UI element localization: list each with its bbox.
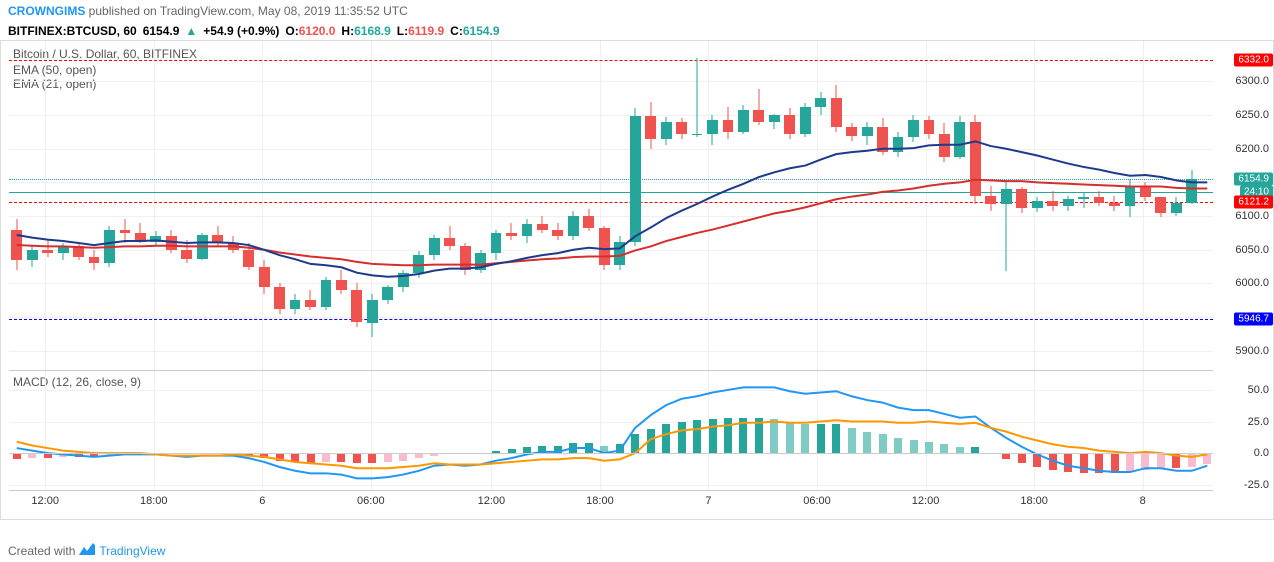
author: CROWNGIMS (8, 4, 85, 18)
arrow-up-icon: ▲ (185, 24, 197, 38)
price-tag: 6154.9 (1234, 173, 1273, 186)
ohlc-c: C:6154.9 (450, 24, 499, 38)
created-with: Created with (8, 544, 75, 558)
tradingview-logo-icon (79, 543, 95, 558)
price-tick: 6250.0 (1235, 109, 1269, 121)
time-tick: 7 (705, 495, 711, 507)
macd-tick: -25.0 (1244, 479, 1269, 491)
publish-header: CROWNGIMS published on TradingView.com, … (0, 0, 1274, 22)
time-tick: 6 (259, 495, 265, 507)
price-tag: 6121.2 (1234, 195, 1273, 208)
time-tick: 06:00 (357, 495, 385, 507)
price-tick: 6300.0 (1235, 75, 1269, 87)
time-axis[interactable]: 12:00 18:00 6 06:00 12:00 18:00 7 06:00 12:00 18:… (9, 491, 1213, 519)
publish-timestamp: May 08, 2019 11:35:52 UTC (258, 4, 408, 18)
price-axis[interactable]: 5900.05950.06000.06050.06100.06150.06200… (1215, 41, 1273, 371)
price-panel[interactable]: Bitcoin / U.S. Dollar, 60, BITFINEX EMA … (9, 41, 1213, 371)
price-tag: 6332.0 (1234, 53, 1273, 66)
macd-tick: 50.0 (1248, 384, 1269, 396)
time-tick: 18:00 (1020, 495, 1048, 507)
ohlc-h: H:6168.9 (341, 24, 390, 38)
time-tick: 12:00 (31, 495, 59, 507)
time-tick: 12:00 (912, 495, 940, 507)
change: +54.9 (+0.9%) (203, 24, 279, 38)
price-tick: 6000.0 (1235, 277, 1269, 289)
chart-container[interactable]: Bitcoin / U.S. Dollar, 60, BITFINEX EMA … (0, 40, 1274, 520)
time-tick: 06:00 (803, 495, 831, 507)
macd-tick: 25.0 (1248, 416, 1269, 428)
price-tag: 5946.7 (1234, 313, 1273, 326)
ohlc-l: L:6119.9 (397, 24, 444, 38)
price-tick: 6200.0 (1235, 143, 1269, 155)
ticker-bar: BITFINEX:BTCUSD, 60 6154.9 ▲ +54.9 (+0.9… (0, 22, 1274, 40)
time-tick: 18:00 (586, 495, 614, 507)
ohlc-o: O:6120.0 (285, 24, 335, 38)
macd-axis[interactable]: -25.0 0.0 25.0 50.0 (1215, 371, 1273, 491)
brand-name: TradingView (99, 544, 165, 558)
last-price: 6154.9 (143, 24, 180, 38)
time-tick: 18:00 (140, 495, 168, 507)
time-tick: 12:00 (478, 495, 506, 507)
time-tick: 8 (1140, 495, 1146, 507)
macd-panel[interactable]: MACD (12, 26, close, 9) (9, 371, 1213, 491)
published-label: published on TradingView.com, (89, 4, 255, 18)
price-tick: 6050.0 (1235, 244, 1269, 256)
macd-tick: 0.0 (1254, 447, 1269, 459)
price-tick: 5900.0 (1235, 345, 1269, 357)
symbol: BITFINEX:BTCUSD, 60 (8, 24, 137, 38)
price-tick: 6100.0 (1235, 210, 1269, 222)
footer: Created with TradingView (8, 543, 165, 558)
